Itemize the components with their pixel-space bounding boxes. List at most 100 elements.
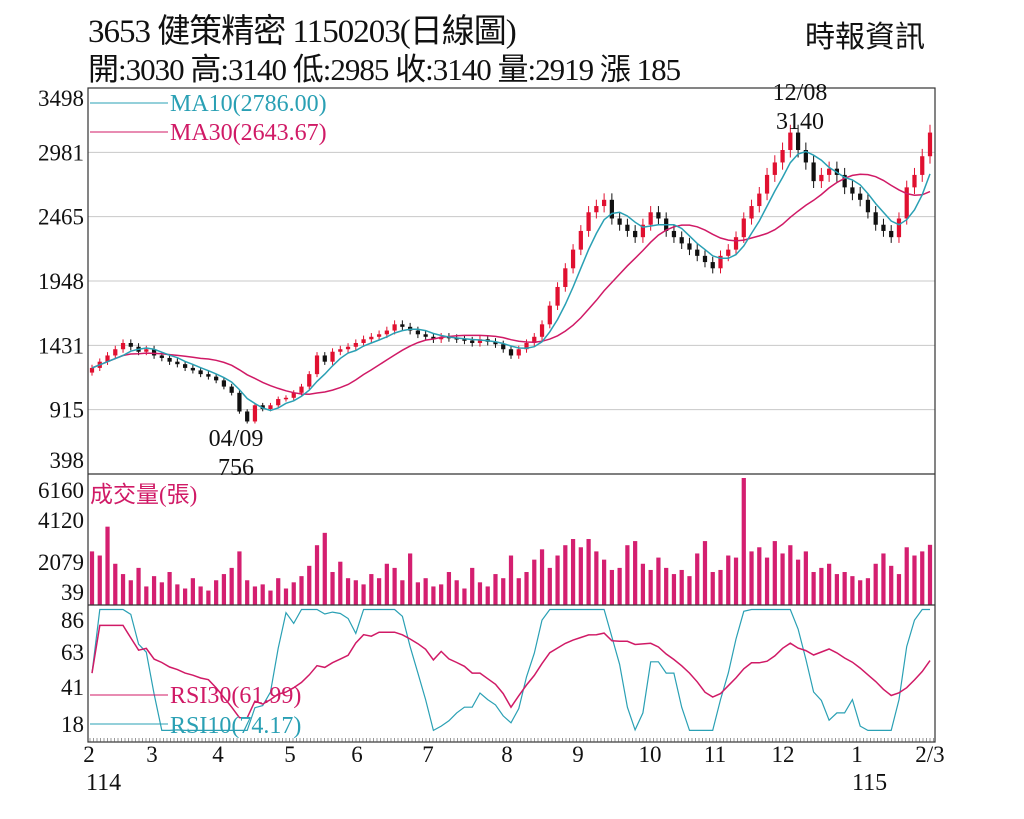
candle-body bbox=[260, 405, 265, 410]
volume-bar bbox=[439, 584, 444, 605]
volume-bar bbox=[182, 588, 188, 605]
high-date-annotation: 12/08 bbox=[773, 80, 828, 106]
volume-bar bbox=[136, 567, 141, 605]
volume-bar bbox=[625, 545, 630, 605]
candle-body bbox=[555, 286, 560, 306]
volume-bar bbox=[485, 586, 490, 605]
candle-body bbox=[128, 343, 133, 347]
volume-bar bbox=[679, 569, 684, 605]
rsi30-legend: RSI30(61.99) bbox=[170, 683, 301, 709]
rsi-tick-label: 63 bbox=[61, 640, 84, 665]
candle-body bbox=[827, 168, 832, 175]
candle-body bbox=[594, 206, 599, 213]
candle-body bbox=[454, 338, 459, 340]
candle-body bbox=[904, 187, 909, 219]
candle-body bbox=[314, 355, 320, 375]
candle-body bbox=[462, 339, 467, 341]
volume-bar bbox=[609, 569, 614, 605]
candle-body bbox=[400, 324, 405, 327]
volume-bar bbox=[920, 551, 925, 605]
candle-body bbox=[617, 218, 622, 225]
volume-bar bbox=[671, 574, 677, 605]
candle-body bbox=[889, 230, 894, 238]
volume-bar bbox=[570, 539, 576, 605]
volume-bar bbox=[772, 541, 777, 605]
volume-bar bbox=[190, 578, 195, 605]
candle-body bbox=[291, 392, 296, 398]
candle-body bbox=[307, 374, 312, 387]
candle-body bbox=[330, 351, 335, 362]
volume-bar bbox=[307, 565, 312, 605]
price-tick-label: 1948 bbox=[38, 269, 84, 294]
candle-body bbox=[656, 212, 661, 219]
year-label-114: 114 bbox=[86, 770, 121, 796]
candle-body bbox=[493, 341, 498, 345]
candle-body bbox=[702, 255, 708, 263]
candle-body bbox=[764, 174, 770, 194]
candle-body bbox=[376, 334, 382, 337]
candle-body bbox=[245, 411, 250, 422]
candle-body bbox=[221, 380, 227, 387]
volume-bar bbox=[120, 574, 126, 605]
candle-body bbox=[237, 392, 242, 412]
candle-body bbox=[718, 255, 723, 269]
candle-body bbox=[865, 199, 871, 213]
candle-body bbox=[516, 349, 521, 356]
price-tick-label: 2465 bbox=[38, 205, 84, 230]
candle-body bbox=[182, 364, 188, 368]
candle-body bbox=[726, 249, 731, 256]
candle-body bbox=[563, 268, 568, 287]
candle-body bbox=[415, 330, 421, 335]
candle-body bbox=[113, 349, 118, 356]
candle-body bbox=[190, 367, 195, 371]
candle-body bbox=[229, 386, 234, 393]
volume-bar bbox=[151, 576, 157, 605]
volume-bar bbox=[819, 567, 824, 605]
candle-body bbox=[609, 199, 614, 219]
candle-body bbox=[345, 346, 351, 350]
volume-bar bbox=[555, 555, 560, 605]
candle-body bbox=[687, 243, 692, 250]
volume-bar bbox=[113, 563, 118, 605]
candle-body bbox=[850, 187, 855, 194]
volume-bar bbox=[547, 567, 552, 605]
month-tick-label: 9 bbox=[572, 742, 584, 767]
candle-body bbox=[795, 132, 801, 151]
volume-bar bbox=[702, 541, 708, 605]
volume-tick-label: 2079 bbox=[38, 550, 84, 575]
volume-bar bbox=[811, 572, 816, 605]
volume-bar bbox=[167, 572, 172, 605]
price-tick-label: 2981 bbox=[38, 140, 84, 165]
volume-bar bbox=[446, 572, 452, 605]
volume-bar bbox=[842, 572, 847, 605]
price-tick-label: 915 bbox=[50, 398, 85, 423]
candle-body bbox=[695, 249, 700, 256]
volume-bar bbox=[175, 584, 180, 605]
month-tick-label: 4 bbox=[212, 742, 224, 767]
volume-title: 成交量(張) bbox=[90, 482, 197, 507]
volume-bar bbox=[656, 557, 661, 605]
candle-body bbox=[299, 386, 304, 393]
volume-bar bbox=[97, 555, 102, 605]
volume-bar bbox=[539, 549, 545, 605]
volume-bar bbox=[128, 580, 133, 605]
candle-body bbox=[920, 156, 925, 175]
volume-bar bbox=[206, 590, 211, 605]
candle-body bbox=[749, 206, 754, 219]
chart-frame bbox=[87, 87, 936, 743]
volume-bar bbox=[330, 572, 335, 605]
price-tick-label: 1431 bbox=[38, 333, 84, 358]
candle-body bbox=[120, 343, 126, 350]
candle-body bbox=[322, 355, 327, 362]
volume-bar bbox=[392, 567, 397, 605]
candle-body bbox=[252, 405, 258, 422]
candle-body bbox=[369, 336, 374, 340]
source-label: 時報資訊 bbox=[805, 21, 925, 54]
candle-body bbox=[648, 212, 653, 225]
candle-body bbox=[780, 150, 785, 163]
volume-bar bbox=[415, 582, 421, 605]
candle-body bbox=[353, 343, 358, 347]
candle-body bbox=[633, 230, 638, 238]
volume-bar bbox=[664, 567, 669, 605]
